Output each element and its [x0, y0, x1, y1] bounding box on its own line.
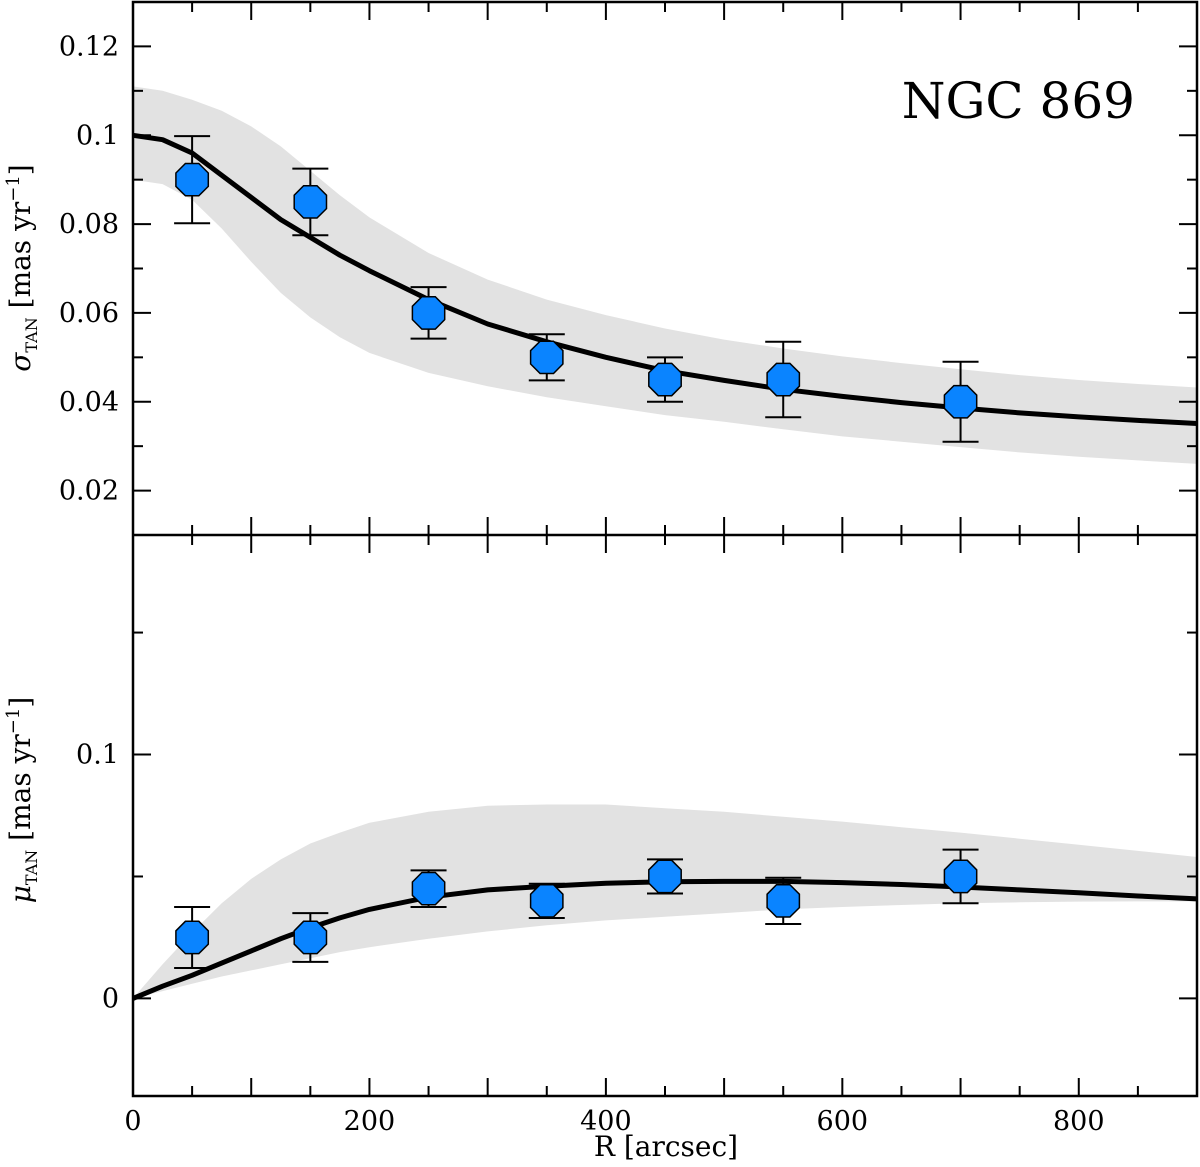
x-tick-label: 400: [580, 1106, 632, 1137]
data-point: [411, 871, 446, 906]
data-point: [175, 162, 210, 197]
top-y-axis-title: σTAN [mas yr−1]: [3, 164, 41, 372]
data-point: [293, 920, 328, 955]
data-point: [943, 384, 978, 419]
bottom-panel: 0 0.1 0 200 400 600 800 μTAN [mas yr−1] R [arc…: [3, 535, 1198, 1163]
x-tick-label: 200: [344, 1106, 396, 1137]
axes-frame: [131, 0, 1199, 1098]
y-tick-label: 0.06: [59, 298, 119, 329]
data-point: [175, 920, 210, 955]
bottom-y-axis-title: μTAN [mas yr−1]: [3, 697, 41, 904]
y-tick-label: 0.04: [59, 387, 119, 418]
x-tick-label: 600: [817, 1106, 869, 1137]
data-point: [648, 859, 682, 894]
bottom-ticks: 0 0.1 0 200 400 600 800: [76, 535, 1198, 1137]
bottom-uncertainty-band: [133, 804, 1197, 999]
data-point: [943, 859, 978, 894]
y-tick-label: 0: [102, 983, 119, 1014]
data-point: [648, 362, 682, 397]
y-tick-label: 0.12: [59, 31, 119, 62]
bottom-data-points: [175, 859, 978, 955]
top-panel: 0.02 0.04 0.06 0.08 0.1 0.12 NGC 869 σTAN [ma…: [3, 1, 1198, 536]
plot-border: [131, 0, 1199, 1098]
y-tick-label: 0.02: [59, 476, 119, 507]
x-tick-label: 800: [1053, 1106, 1105, 1137]
y-tick-label: 0.1: [76, 120, 119, 151]
y-tick-label: 0.1: [76, 740, 119, 771]
cluster-name-label: NGC 869: [902, 72, 1135, 130]
x-axis-title: R [arcsec]: [594, 1130, 738, 1163]
data-point: [411, 295, 446, 330]
top-data-points: [175, 162, 978, 419]
top-uncertainty-band: [133, 86, 1197, 464]
top-ticks: 0.02 0.04 0.06 0.08 0.1 0.12: [59, 1, 1198, 536]
data-point: [766, 362, 801, 397]
uncertainty-band-area: [133, 86, 1197, 464]
uncertainty-band-area: [133, 804, 1197, 999]
y-tick-label: 0.08: [59, 209, 119, 240]
data-point: [293, 184, 328, 219]
data-point: [766, 883, 801, 918]
data-point: [529, 340, 564, 375]
data-point: [529, 883, 564, 918]
x-tick-label: 0: [124, 1106, 141, 1137]
